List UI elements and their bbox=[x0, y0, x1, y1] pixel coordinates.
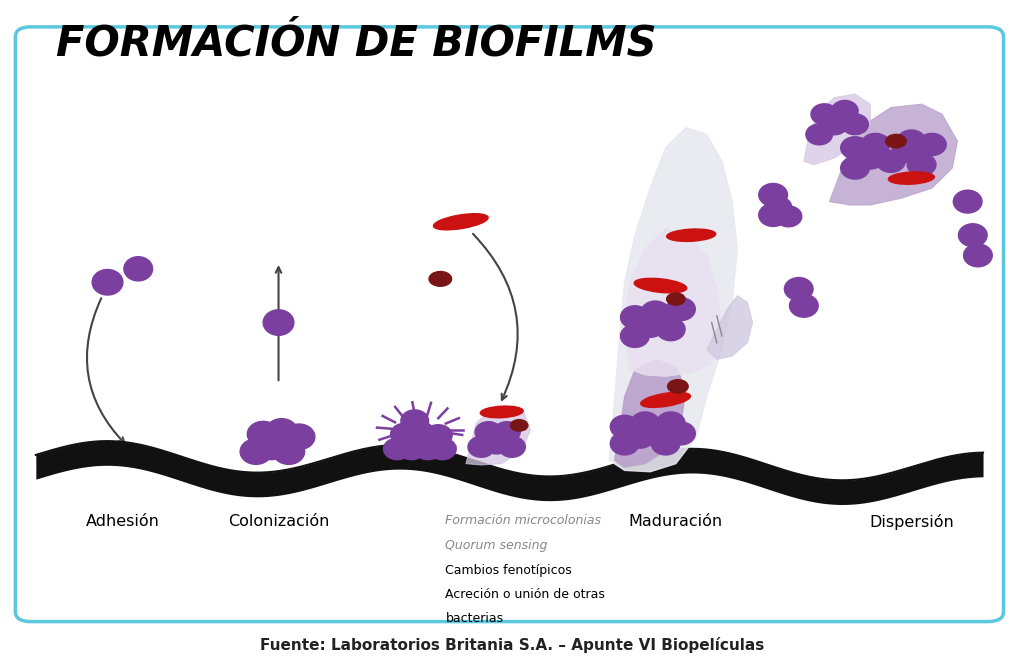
Ellipse shape bbox=[510, 419, 528, 431]
Ellipse shape bbox=[811, 103, 838, 125]
Ellipse shape bbox=[667, 422, 695, 445]
Ellipse shape bbox=[651, 432, 680, 455]
Ellipse shape bbox=[667, 298, 695, 321]
Ellipse shape bbox=[646, 425, 675, 448]
Text: FORMACIÓN DE BIOFILMS: FORMACIÓN DE BIOFILMS bbox=[56, 23, 657, 65]
Ellipse shape bbox=[621, 325, 649, 347]
Ellipse shape bbox=[397, 438, 426, 460]
Ellipse shape bbox=[892, 140, 921, 162]
Ellipse shape bbox=[621, 306, 649, 329]
Text: bacterias: bacterias bbox=[445, 612, 504, 625]
Ellipse shape bbox=[907, 154, 936, 176]
Ellipse shape bbox=[631, 412, 659, 435]
Ellipse shape bbox=[842, 114, 868, 134]
Ellipse shape bbox=[856, 147, 885, 169]
Ellipse shape bbox=[877, 151, 905, 173]
Text: Maduración: Maduración bbox=[629, 514, 723, 529]
Ellipse shape bbox=[124, 257, 153, 281]
Ellipse shape bbox=[424, 425, 452, 446]
Ellipse shape bbox=[953, 190, 982, 213]
Ellipse shape bbox=[240, 439, 272, 464]
Ellipse shape bbox=[483, 433, 510, 454]
Ellipse shape bbox=[759, 204, 787, 226]
Ellipse shape bbox=[784, 278, 813, 300]
Polygon shape bbox=[614, 360, 686, 467]
Ellipse shape bbox=[651, 304, 680, 327]
Ellipse shape bbox=[480, 406, 523, 418]
Text: Colonización: Colonización bbox=[228, 514, 329, 529]
Ellipse shape bbox=[248, 421, 280, 447]
Text: Adhesión: Adhesión bbox=[86, 514, 160, 529]
Ellipse shape bbox=[468, 437, 495, 457]
Ellipse shape bbox=[499, 437, 525, 457]
Ellipse shape bbox=[626, 425, 654, 448]
Ellipse shape bbox=[428, 438, 456, 460]
Ellipse shape bbox=[475, 422, 502, 442]
Ellipse shape bbox=[641, 392, 690, 407]
Ellipse shape bbox=[283, 424, 315, 450]
Ellipse shape bbox=[641, 301, 670, 324]
Ellipse shape bbox=[765, 197, 792, 218]
Ellipse shape bbox=[775, 206, 802, 227]
Ellipse shape bbox=[266, 419, 298, 444]
Ellipse shape bbox=[889, 172, 934, 184]
Ellipse shape bbox=[636, 314, 665, 337]
Ellipse shape bbox=[759, 183, 787, 206]
Ellipse shape bbox=[383, 438, 411, 460]
Ellipse shape bbox=[841, 137, 869, 159]
Ellipse shape bbox=[821, 114, 848, 134]
Ellipse shape bbox=[918, 134, 946, 156]
Polygon shape bbox=[466, 407, 530, 465]
Text: Fuente: Laboratorios Britania S.A. – Apunte VI Biopelículas: Fuente: Laboratorios Britania S.A. – Apu… bbox=[260, 637, 764, 653]
Ellipse shape bbox=[790, 294, 818, 317]
Ellipse shape bbox=[263, 310, 294, 335]
Polygon shape bbox=[625, 228, 722, 376]
Ellipse shape bbox=[656, 318, 685, 341]
Ellipse shape bbox=[667, 229, 716, 241]
Ellipse shape bbox=[634, 278, 687, 293]
Text: Acreción o unión de otras: Acreción o unión de otras bbox=[445, 588, 605, 601]
Polygon shape bbox=[804, 94, 870, 165]
Ellipse shape bbox=[831, 100, 858, 122]
Ellipse shape bbox=[429, 271, 452, 286]
Text: Formación microcolonias: Formación microcolonias bbox=[445, 514, 601, 527]
Ellipse shape bbox=[897, 130, 926, 153]
Ellipse shape bbox=[433, 214, 488, 230]
Ellipse shape bbox=[390, 423, 419, 445]
Polygon shape bbox=[707, 296, 753, 360]
Ellipse shape bbox=[656, 412, 685, 435]
Ellipse shape bbox=[610, 432, 639, 455]
Ellipse shape bbox=[861, 134, 890, 156]
Polygon shape bbox=[609, 128, 737, 472]
Ellipse shape bbox=[668, 380, 688, 393]
Text: Quorum sensing: Quorum sensing bbox=[445, 539, 548, 552]
Ellipse shape bbox=[414, 438, 442, 460]
Ellipse shape bbox=[256, 434, 288, 460]
Ellipse shape bbox=[958, 224, 987, 247]
Ellipse shape bbox=[92, 269, 123, 295]
Text: Cambios fenotípicos: Cambios fenotípicos bbox=[445, 564, 572, 577]
Ellipse shape bbox=[272, 439, 305, 464]
Polygon shape bbox=[829, 104, 957, 205]
Ellipse shape bbox=[610, 415, 639, 438]
Text: Dispersión: Dispersión bbox=[869, 514, 953, 530]
Ellipse shape bbox=[964, 244, 992, 267]
Ellipse shape bbox=[494, 422, 520, 442]
Ellipse shape bbox=[406, 421, 434, 443]
Ellipse shape bbox=[667, 293, 685, 305]
Ellipse shape bbox=[806, 124, 833, 145]
Ellipse shape bbox=[886, 134, 906, 148]
Ellipse shape bbox=[400, 410, 429, 431]
Ellipse shape bbox=[841, 157, 869, 179]
